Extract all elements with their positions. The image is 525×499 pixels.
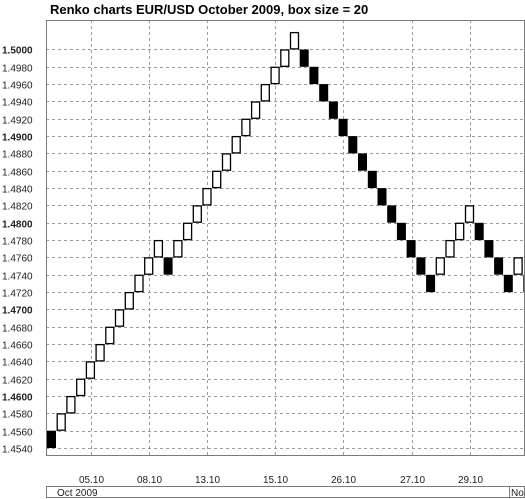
y-tick-label: 1.4900 <box>2 133 33 144</box>
renko-brick-down <box>299 49 309 67</box>
y-tick-label: 1.4860 <box>2 168 33 179</box>
renko-brick-up <box>192 205 202 223</box>
period-bar <box>46 486 525 498</box>
x-tick-label: 26.10 <box>331 475 356 486</box>
renko-brick-down <box>474 222 484 241</box>
renko-brick-down <box>426 274 436 293</box>
y-tick-label: 1.4920 <box>2 116 33 127</box>
y-tick-label: 1.4580 <box>2 410 33 421</box>
renko-brick-down <box>387 205 397 223</box>
renko-brick-down <box>358 153 367 171</box>
renko-brick-up <box>105 326 115 345</box>
renko-brick-up <box>260 83 270 102</box>
y-tick-label: 1.4760 <box>2 254 33 265</box>
renko-brick-up <box>513 257 523 275</box>
renko-brick-up <box>114 309 125 327</box>
y-tick-label: 1.4700 <box>2 306 33 317</box>
renko-brick-up <box>134 274 144 293</box>
y-tick-label: 1.4720 <box>2 289 33 300</box>
renko-brick-down <box>416 257 426 275</box>
renko-brick-down <box>47 430 56 449</box>
y-tick-label: 1.4620 <box>2 376 33 387</box>
renko-brick-up <box>280 49 290 67</box>
y-tick-label: 1.4780 <box>2 237 33 248</box>
y-tick-label: 1.4540 <box>2 445 33 456</box>
renko-brick-down <box>163 257 173 275</box>
x-tick-label: 08.10 <box>137 475 162 486</box>
renko-brick-down <box>406 240 416 258</box>
x-period-label: No <box>511 488 524 499</box>
renko-brick-down <box>338 118 348 137</box>
renko-brick-down <box>503 274 513 293</box>
renko-brick-up <box>221 153 232 171</box>
renko-brick-down <box>484 240 494 258</box>
renko-brick-up <box>56 413 66 431</box>
y-tick-label: 1.4840 <box>2 185 33 196</box>
chart-title: Renko charts EUR/USD October 2009, box s… <box>50 2 368 17</box>
y-tick-label: 1.4640 <box>2 358 33 369</box>
x-tick-label: 27.10 <box>400 475 425 486</box>
renko-brick-up <box>66 395 76 414</box>
x-tick-label: 05.10 <box>79 475 104 486</box>
y-tick-label: 1.4740 <box>2 272 33 283</box>
y-tick-label: 1.4680 <box>2 324 33 335</box>
renko-brick-up <box>182 222 193 241</box>
renko-brick-down <box>319 84 329 102</box>
renko-brick-up <box>85 361 96 379</box>
renko-brick-down <box>367 170 377 189</box>
x-tick-label: 13.10 <box>195 475 220 486</box>
renko-brick-down <box>377 188 387 206</box>
y-tick-label: 1.5000 <box>2 46 33 57</box>
renko-brick-up <box>212 170 222 189</box>
y-tick-label: 1.4560 <box>2 428 33 439</box>
renko-brick-up <box>289 31 300 50</box>
x-period-label: Oct 2009 <box>57 488 98 499</box>
x-tick-label: 29.10 <box>458 475 483 486</box>
renko-brick-down <box>328 101 338 119</box>
renko-brick-up <box>270 66 280 85</box>
grid-layer <box>46 20 525 455</box>
y-tick-label: 1.4980 <box>2 64 33 75</box>
renko-brick-up <box>76 378 86 397</box>
renko-brick-up <box>95 343 105 362</box>
renko-brick-down <box>396 222 406 241</box>
renko-brick-down <box>309 66 319 85</box>
bricks-layer <box>47 31 525 449</box>
renko-brick-up <box>250 101 261 119</box>
y-tick-label: 1.4600 <box>2 393 33 404</box>
x-tick-label: 15.10 <box>263 475 288 486</box>
y-tick-label: 1.4960 <box>2 81 33 92</box>
renko-brick-up <box>464 205 475 223</box>
renko-brick-down <box>348 136 358 154</box>
renko-brick-up <box>445 239 455 258</box>
y-axis: 1.4540 1.4560 1.4580 1.4600 1.4620 1.4640 1.46… <box>2 46 33 456</box>
y-tick-label: 1.4660 <box>2 341 33 352</box>
renko-brick-up <box>455 222 465 241</box>
renko-brick-up <box>124 291 134 310</box>
renko-brick-up <box>173 239 183 258</box>
plot-frame <box>46 20 525 456</box>
y-tick-label: 1.4800 <box>2 220 33 231</box>
y-tick-label: 1.4880 <box>2 150 33 161</box>
y-tick-label: 1.4940 <box>2 98 33 109</box>
renko-brick-up <box>435 257 445 275</box>
renko-brick-up <box>231 135 241 154</box>
renko-brick-up <box>153 239 164 258</box>
y-tick-label: 1.4820 <box>2 202 33 213</box>
renko-brick-up <box>241 118 251 137</box>
renko-brick-up <box>202 187 212 206</box>
renko-brick-up <box>144 257 154 275</box>
x-axis: 05.10 08.10 13.10 15.10 26.10 27.10 29.10 Oct 2… <box>57 475 524 499</box>
renko-brick-down <box>494 257 504 275</box>
